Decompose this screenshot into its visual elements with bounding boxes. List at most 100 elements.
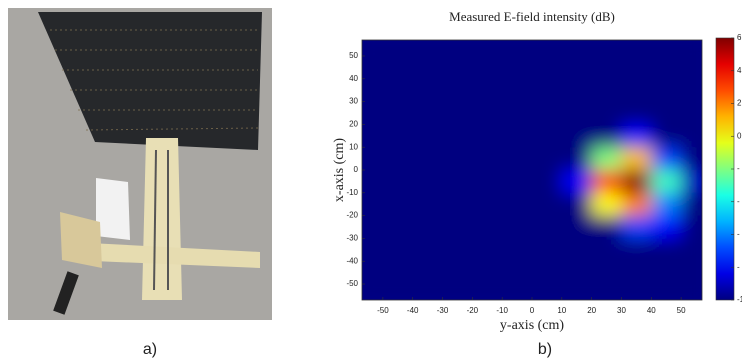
heatmap-cell xyxy=(651,284,682,300)
colorbar-tick-label: - xyxy=(737,164,740,173)
y-tick-label: 10 xyxy=(349,142,358,151)
x-tick-label: -10 xyxy=(496,306,508,315)
photo xyxy=(8,8,272,320)
heatmap-cell xyxy=(651,215,682,239)
y-tick-label: -50 xyxy=(346,279,358,288)
heatmap-cell xyxy=(532,55,563,80)
heatmap-cell xyxy=(472,101,503,125)
heatmap-cell xyxy=(561,284,593,300)
heatmap-cell xyxy=(382,124,414,148)
colorbar-tick-label: 4 xyxy=(737,66,742,75)
heatmap-cell xyxy=(382,215,414,239)
colorbar-tick-label: - xyxy=(737,230,740,239)
x-tick-label: 30 xyxy=(617,306,626,315)
heatmap-cell xyxy=(651,147,682,171)
heatmap-cell xyxy=(502,124,533,148)
heatmap-cell xyxy=(621,215,652,239)
heatmap-cell xyxy=(502,215,533,239)
heatmap-cell xyxy=(651,40,682,57)
heatmap-cell xyxy=(681,78,702,103)
x-tick-label: 0 xyxy=(530,306,535,315)
heatmap-cell xyxy=(362,261,384,285)
y-tick-label: 50 xyxy=(349,51,358,60)
x-tick-label: -20 xyxy=(467,306,479,315)
heatmap-cell xyxy=(561,147,593,171)
heatmap-cell xyxy=(651,238,682,262)
heatmap-cell xyxy=(412,55,444,80)
heatmap-cell xyxy=(442,170,473,194)
heatmap-cell xyxy=(362,147,384,171)
heatmap-cell xyxy=(472,261,503,285)
heatmap-cell xyxy=(382,55,414,80)
heatmap-cell xyxy=(502,238,533,262)
heatmap-cell xyxy=(621,147,652,171)
heatmap-cell xyxy=(621,284,652,300)
heatmap-cell xyxy=(591,78,622,103)
heatmap-cell xyxy=(442,238,473,262)
heatmap-cell xyxy=(362,78,384,103)
heatmap-cell xyxy=(502,170,533,194)
heatmap-cell xyxy=(591,147,622,171)
heatmap-cell xyxy=(502,40,533,57)
heatmap-cell xyxy=(382,284,414,300)
heatmap-cell xyxy=(412,124,444,148)
heatmap-cell xyxy=(382,170,414,194)
heatmap-cell xyxy=(681,124,702,148)
heatmap-cell xyxy=(502,284,533,300)
heatmap-cell xyxy=(442,192,473,217)
heatmap-cell xyxy=(621,78,652,103)
heatmap-cell xyxy=(621,40,652,57)
heatmap-cell xyxy=(362,124,384,148)
heatmap-cell xyxy=(412,147,444,171)
heatmap-cell xyxy=(651,101,682,125)
heatmap-cell xyxy=(412,101,444,125)
heatmap-cell xyxy=(651,55,682,80)
heatmap-cell xyxy=(651,261,682,285)
heatmap-cell xyxy=(442,40,473,57)
heatmap-cell xyxy=(472,192,503,217)
x-tick-label: 10 xyxy=(557,306,566,315)
heatmap-cell xyxy=(681,40,702,57)
heatmap-cell xyxy=(532,284,563,300)
x-axis-label: y-axis (cm) xyxy=(500,318,564,333)
heatmap-cell xyxy=(382,147,414,171)
heatmap-cell xyxy=(442,55,473,80)
colorbar-tick-label: - xyxy=(737,262,740,271)
heatmap-cell xyxy=(681,215,702,239)
heatmap-cell xyxy=(412,215,444,239)
x-tick-label: 50 xyxy=(677,306,686,315)
heatmap-cell xyxy=(681,284,702,300)
heatmap-cell xyxy=(561,192,593,217)
heatmap xyxy=(362,40,702,300)
x-tick-label: -40 xyxy=(407,306,419,315)
colorbar-tick-label: 2 xyxy=(737,99,742,108)
heatmap-cells xyxy=(362,40,702,300)
colorbar-tick-label: -1 xyxy=(737,295,742,304)
heatmap-cell xyxy=(561,124,593,148)
heatmap-cell xyxy=(561,55,593,80)
heatmap-cell xyxy=(442,78,473,103)
heatmap-cell xyxy=(621,170,652,194)
heatmap-cell xyxy=(532,170,563,194)
heatmap-cell xyxy=(472,78,503,103)
heatmap-cell xyxy=(532,124,563,148)
heatmap-cell xyxy=(591,55,622,80)
y-tick-label: -30 xyxy=(346,234,358,243)
heatmap-cell xyxy=(591,124,622,148)
heatmap-cell xyxy=(532,261,563,285)
y-axis-label: x-axis (cm) xyxy=(332,138,347,202)
panel-label: b) xyxy=(538,341,552,358)
heatmap-cell xyxy=(561,101,593,125)
heatmap-cell xyxy=(681,55,702,80)
heatmap-cell xyxy=(472,284,503,300)
heatmap-cell xyxy=(502,101,533,125)
x-tick-label: -50 xyxy=(377,306,389,315)
heatmap-cell xyxy=(382,78,414,103)
heatmap-cell xyxy=(362,192,384,217)
heatmap-cell xyxy=(651,192,682,217)
heatmap-cell xyxy=(621,238,652,262)
heatmap-cell xyxy=(651,170,682,194)
heatmap-cell xyxy=(532,192,563,217)
heatmap-cell xyxy=(591,101,622,125)
heatmap-cell xyxy=(591,215,622,239)
